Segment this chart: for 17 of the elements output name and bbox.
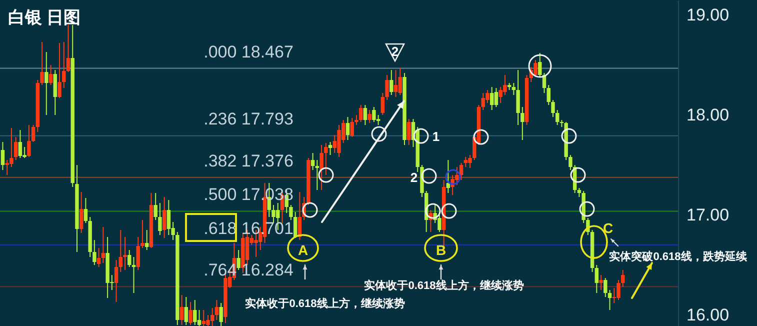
y-tick-label: 19.00 (686, 6, 730, 24)
y-tick-label: 18.00 (686, 106, 730, 124)
ref-line-label: .382 17.376 (204, 151, 294, 170)
annotation: 2 (410, 170, 418, 185)
annotation: 1 (432, 129, 440, 144)
y-tick-label: 17.00 (686, 206, 730, 224)
annotation: 实体突破0.618线，跌势延续 (609, 250, 748, 263)
annotation: A (298, 242, 308, 258)
ref-line-label: .000 18.467 (204, 42, 294, 62)
annotation: 实体收于0.618线上方，继续涨势 (364, 279, 524, 292)
y-tick-label: 16.00 (686, 306, 730, 324)
annotation: C (602, 220, 614, 236)
annotation: 实体收于0.618线上方，继续涨势 (245, 297, 405, 310)
annotation: 2 (391, 44, 399, 59)
ref-line-label: .236 17.793 (204, 110, 294, 129)
annotation: B (436, 242, 446, 258)
chart-title: 白银 日图 (8, 8, 81, 27)
